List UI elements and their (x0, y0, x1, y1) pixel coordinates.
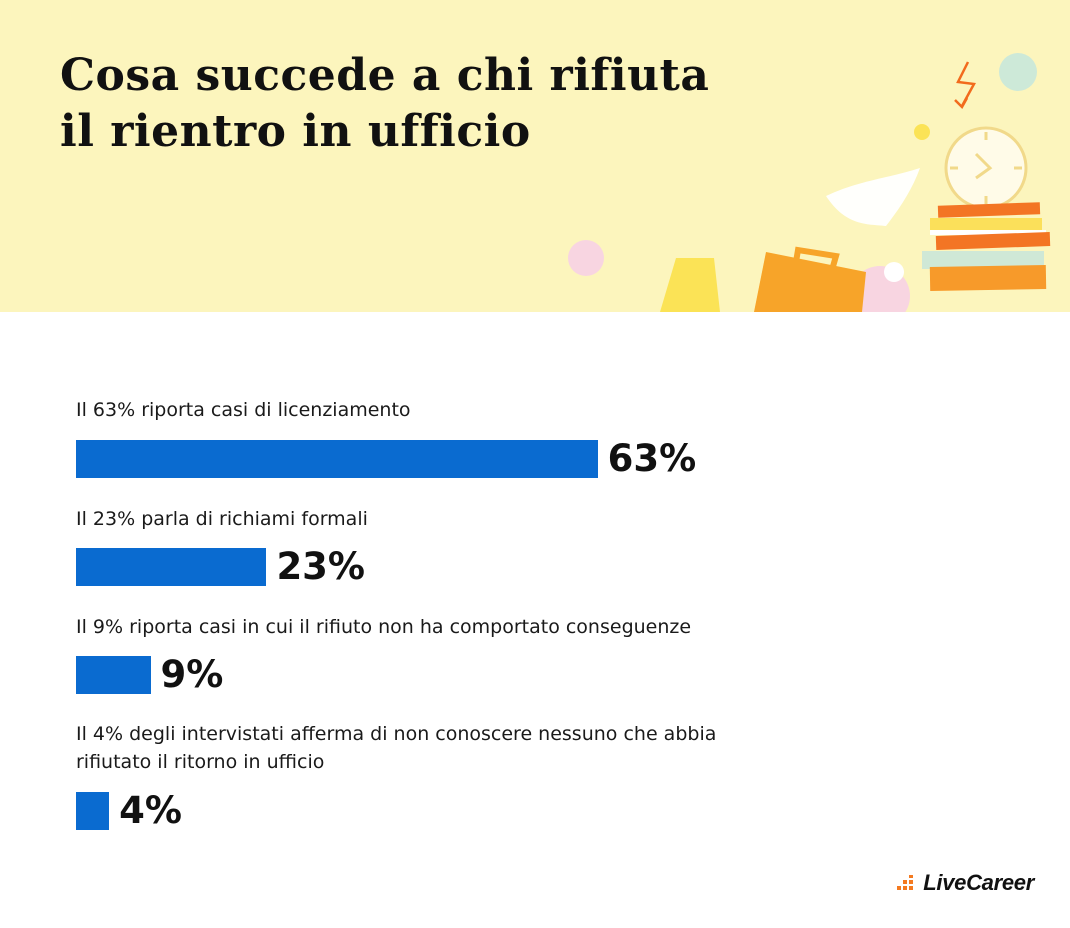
value-label: 63% (607, 437, 697, 480)
category-label: Il 9% riporta casi in cui il rifiuto non… (76, 616, 692, 638)
bar-chart: Il 63% riporta casi di licenziamento 63%… (76, 0, 976, 928)
livecareer-logo: LiveCareer (897, 870, 1034, 896)
page-title: Cosa succede a chi rifiuta il rientro in… (60, 48, 709, 160)
title-line-2: il rientro in ufficio (60, 106, 531, 157)
category-label: Il 63% riporta casi di licenziamento (76, 399, 411, 421)
decor-dot-icon (914, 124, 930, 140)
decor-circle-icon (999, 53, 1037, 91)
decor-dot-icon (884, 262, 904, 282)
value-label: 9% (160, 653, 224, 696)
decor-circle-icon (568, 240, 604, 276)
value-label: 4% (119, 789, 182, 832)
bar (76, 548, 267, 586)
clock-icon (944, 126, 1028, 210)
bar (76, 656, 151, 694)
brand-name: LiveCareer (923, 870, 1034, 895)
value-label: 23% (276, 545, 365, 588)
book-stack-icon (922, 202, 1051, 292)
bar (76, 440, 598, 478)
category-label: Il 4% degli intervistati afferma di non … (76, 723, 717, 773)
office-illustration (568, 53, 1051, 312)
logo-mark-icon (897, 875, 914, 890)
header-banner: Cosa succede a chi rifiuta il rientro in… (0, 0, 1070, 312)
briefcase-icon (754, 246, 866, 312)
lamp-icon (660, 258, 720, 312)
paper-icon (826, 168, 920, 226)
bar (76, 792, 110, 830)
title-line-1: Cosa succede a chi rifiuta (60, 50, 710, 101)
lightning-icon (956, 61, 976, 107)
category-label: Il 23% parla di richiami formali (76, 508, 368, 530)
